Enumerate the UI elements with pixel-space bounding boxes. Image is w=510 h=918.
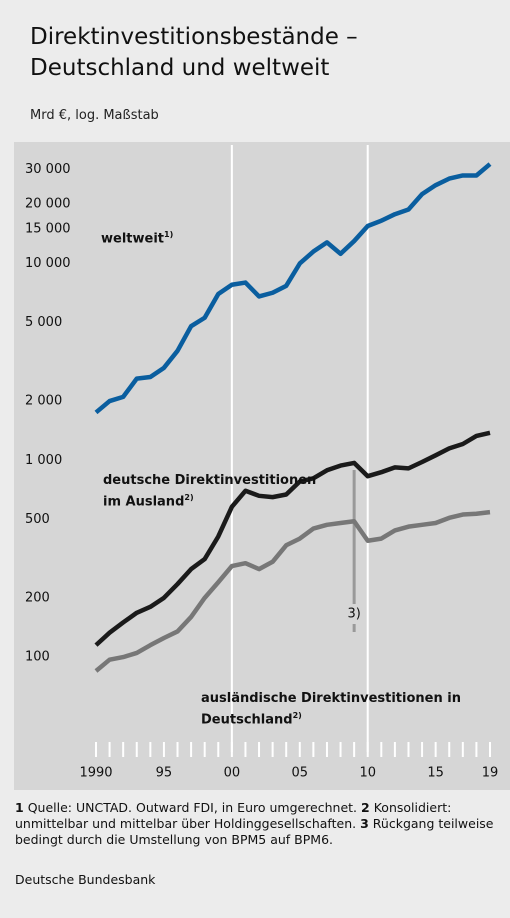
series-label: weltweit1) bbox=[101, 226, 221, 247]
footnote: Rückgang teilweise bedingt durch die Ums… bbox=[15, 816, 494, 847]
annotation-bg bbox=[344, 604, 365, 624]
series-label: ausländische Direktinvestitionen in Deut… bbox=[201, 690, 491, 728]
series-name: weltweit bbox=[101, 231, 164, 247]
footnote: Quelle: UNCTAD. Outward FDI, in Euro umg… bbox=[27, 800, 358, 815]
y-tick-label: 2 000 bbox=[25, 394, 62, 409]
footnote-number: 1 bbox=[15, 800, 24, 815]
y-tick-label: 200 bbox=[25, 590, 50, 605]
series-note: 2) bbox=[292, 711, 302, 720]
series-line bbox=[94, 430, 491, 647]
y-tick-label: 10 000 bbox=[25, 256, 71, 271]
x-tick-label: 1990 bbox=[79, 766, 112, 781]
chart-title: Direktinvestitionsbestände – Deutschland… bbox=[30, 24, 358, 81]
y-tick-label: 500 bbox=[25, 512, 50, 527]
y-tick-label: 100 bbox=[25, 650, 50, 665]
series-line bbox=[94, 162, 492, 415]
y-tick-label: 1 000 bbox=[25, 453, 62, 468]
x-tick-label: 95 bbox=[156, 766, 173, 781]
x-tick-label: 19 bbox=[482, 766, 499, 781]
footnote-number: 3 bbox=[360, 816, 369, 831]
series-label: deutsche Direktinvestitionen im Ausland2… bbox=[103, 472, 333, 510]
x-tick-label: 00 bbox=[224, 766, 241, 781]
chart-subtitle: Mrd €, log. Maßstab bbox=[30, 108, 159, 123]
footnotes: 1 Quelle: UNCTAD. Outward FDI, in Euro u… bbox=[15, 800, 500, 848]
y-tick-label: 20 000 bbox=[25, 197, 71, 212]
series-note: 2) bbox=[184, 493, 194, 502]
x-tick-label: 05 bbox=[292, 766, 309, 781]
y-tick-label: 30 000 bbox=[25, 162, 71, 177]
x-tick-label: 10 bbox=[359, 766, 376, 781]
source: Deutsche Bundesbank bbox=[15, 872, 156, 887]
y-tick-label: 5 000 bbox=[25, 315, 62, 330]
annotation-label: 3) bbox=[347, 607, 360, 622]
plot-background bbox=[14, 142, 510, 790]
footnote-text: 1 Quelle: UNCTAD. Outward FDI, in Euro u… bbox=[15, 800, 500, 848]
footnote: Konsolidiert: unmittelbar und mittelbar … bbox=[15, 800, 452, 831]
series-name: deutsche Direktinvestitionen im Ausland bbox=[103, 473, 317, 510]
y-tick-label: 15 000 bbox=[25, 221, 71, 236]
x-tick-label: 15 bbox=[427, 766, 444, 781]
footnote-number: 2 bbox=[361, 800, 370, 815]
series-line bbox=[94, 509, 491, 673]
series-name: ausländische Direktinvestitionen in Deut… bbox=[201, 691, 461, 728]
series-note: 1) bbox=[164, 230, 174, 239]
